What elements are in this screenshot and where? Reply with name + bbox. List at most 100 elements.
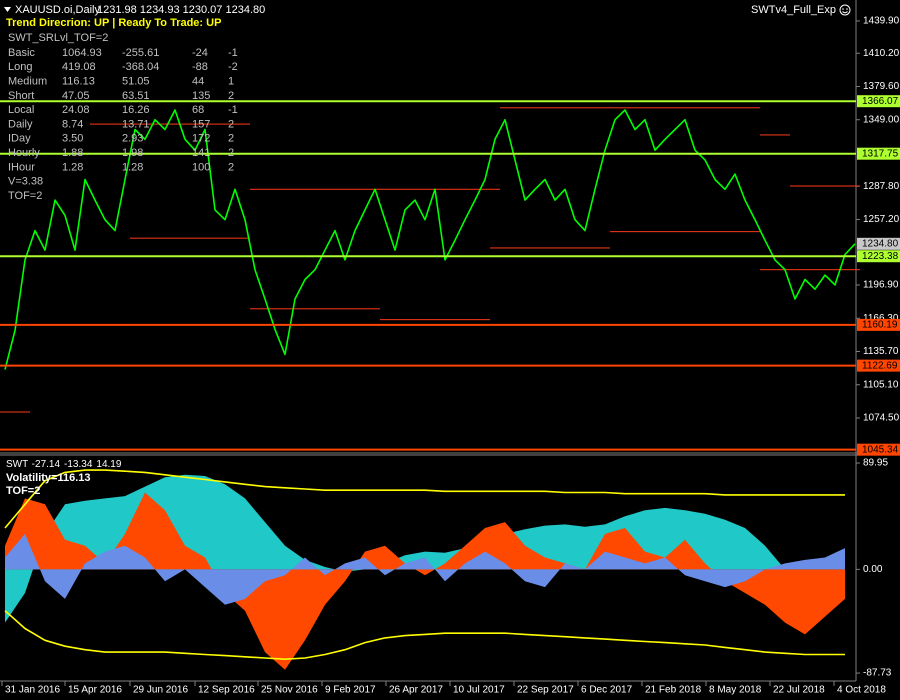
expert-icon-eye <box>842 8 844 10</box>
table-cell: -1 <box>228 47 238 59</box>
table-cell: 8.74 <box>62 118 83 130</box>
trend-label: Trend Direcrion: <box>6 17 91 29</box>
y-tick-label: 1410.20 <box>863 48 900 59</box>
table-cell: Basic <box>8 47 35 59</box>
expert-icon[interactable] <box>839 4 851 16</box>
y-tick-label: -87.73 <box>863 668 892 679</box>
table-cell: 1 <box>228 76 234 88</box>
table-cell: 2 <box>228 90 234 102</box>
table-cell: 13.71 <box>122 118 150 130</box>
table-cell: 1.88 <box>62 147 83 159</box>
series-area <box>5 533 845 605</box>
last-price-box <box>857 237 900 250</box>
table-cell: 141 <box>192 147 210 159</box>
ohlc-value: 1234.93 <box>140 4 180 16</box>
table-cell: 172 <box>192 133 210 145</box>
ohlc-value: 1234.80 <box>225 4 265 16</box>
table-cell: 1.28 <box>122 161 143 173</box>
table-cell: 44 <box>192 76 204 88</box>
series-area <box>5 474 845 623</box>
last-price-label: 1234.80 <box>862 238 899 249</box>
ohlc-value: 1230.07 <box>183 4 223 16</box>
x-tick-label: 15 Apr 2016 <box>68 685 122 696</box>
x-tick-label: 22 Jul 2018 <box>773 685 825 696</box>
x-tick-label: 10 Jul 2017 <box>453 685 505 696</box>
menu-triangle[interactable] <box>4 7 11 12</box>
x-tick-label: 4 Oct 2018 <box>837 685 886 696</box>
x-tick-label: 25 Nov 2016 <box>261 685 318 696</box>
table-cell: -24 <box>192 47 208 59</box>
x-tick-label: 8 May 2018 <box>709 685 762 696</box>
table-cell: 16.26 <box>122 104 150 116</box>
table-cell: -88 <box>192 61 208 73</box>
y-tick-label: 0.00 <box>863 564 883 575</box>
table-cell: 2.93 <box>122 133 143 145</box>
table-cell: 419.08 <box>62 61 96 73</box>
volatility: Volatility=116.13 <box>6 472 91 484</box>
level-label: 1122.69 <box>862 360 898 371</box>
y-tick-label: 1349.00 <box>863 114 900 125</box>
oscillator-header: SWT -27.14 -13.34 14.19 <box>6 459 122 470</box>
table-cell: 3.50 <box>62 133 83 145</box>
x-tick-label: 26 Apr 2017 <box>389 685 443 696</box>
table-cell: 47.05 <box>62 90 90 102</box>
table-cell: 100 <box>192 161 210 173</box>
level-box <box>857 318 900 331</box>
table-cell: 2 <box>228 161 234 173</box>
trend-line: Trend Direcrion: UP | Ready To Trade: UP <box>6 17 221 29</box>
table-cell: 135 <box>192 90 210 102</box>
table-cell: -2 <box>228 61 238 73</box>
oscillator-pane: 89.95 0.00 -87.73 31 Jan 2016 15 Apr 2016 29 … <box>1 458 892 696</box>
header-value: -27.14 <box>32 459 61 470</box>
y-tick-label: 1074.50 <box>863 413 900 424</box>
ready-value: UP <box>206 17 221 29</box>
x-tick-label: 31 Jan 2016 <box>5 685 60 696</box>
series-line <box>4 610 845 660</box>
table-cell: 157 <box>192 118 210 130</box>
table-cell: -368.04 <box>122 61 159 73</box>
separator: | <box>112 17 115 29</box>
table-cell: IDay <box>8 133 31 145</box>
table-cell: Medium <box>8 76 47 88</box>
table-title: SWT_SRLvl_TOF=2 <box>8 32 108 44</box>
y-tick-label: 1257.20 <box>863 214 900 225</box>
y-tick-label: 1196.90 <box>863 280 899 291</box>
level-box <box>857 147 900 160</box>
y-tick-label: 1166.30 <box>863 313 899 324</box>
y-tick-label: 1287.80 <box>863 181 900 192</box>
ohlc-value: 1231.98 <box>97 4 137 16</box>
table-cell: 1.28 <box>62 161 83 173</box>
y-tick-label: 1439.90 <box>863 16 900 27</box>
table-cell: 51.05 <box>122 76 150 88</box>
table-cell: 1.98 <box>122 147 143 159</box>
level-box <box>857 359 900 372</box>
expert-icon-smile <box>842 11 848 14</box>
level-box <box>857 95 900 108</box>
oscillator-name: SWT <box>6 459 28 470</box>
header-value: 14.19 <box>96 459 121 470</box>
level-label: 1366.07 <box>862 96 899 107</box>
table-cell: 24.08 <box>62 104 90 116</box>
expert-icon-eye <box>846 8 848 10</box>
table-cell: -255.61 <box>122 47 159 59</box>
series-line <box>4 469 845 529</box>
tof: TOF=2 <box>6 485 40 497</box>
table-cell: 68 <box>192 104 204 116</box>
table-cell: Local <box>8 104 34 116</box>
x-tick-label: 22 Sep 2017 <box>517 685 574 696</box>
level-label: 1223.38 <box>862 251 899 262</box>
y-tick-label: 1379.60 <box>863 81 900 92</box>
table-cell: Daily <box>8 118 33 130</box>
series-line <box>4 109 856 370</box>
table-cell: 63.51 <box>122 90 150 102</box>
level-label: 1160.19 <box>862 320 898 331</box>
table-cell: 2 <box>228 118 234 130</box>
y-tick-label: 1105.10 <box>863 379 899 390</box>
trend-value: UP <box>94 17 109 29</box>
table-cell: IHour <box>8 161 35 173</box>
level-label: 1317.75 <box>862 148 899 159</box>
table-cell: 2 <box>228 133 234 145</box>
x-tick-label: 12 Sep 2016 <box>198 685 255 696</box>
level-label: 1045.34 <box>862 444 899 455</box>
